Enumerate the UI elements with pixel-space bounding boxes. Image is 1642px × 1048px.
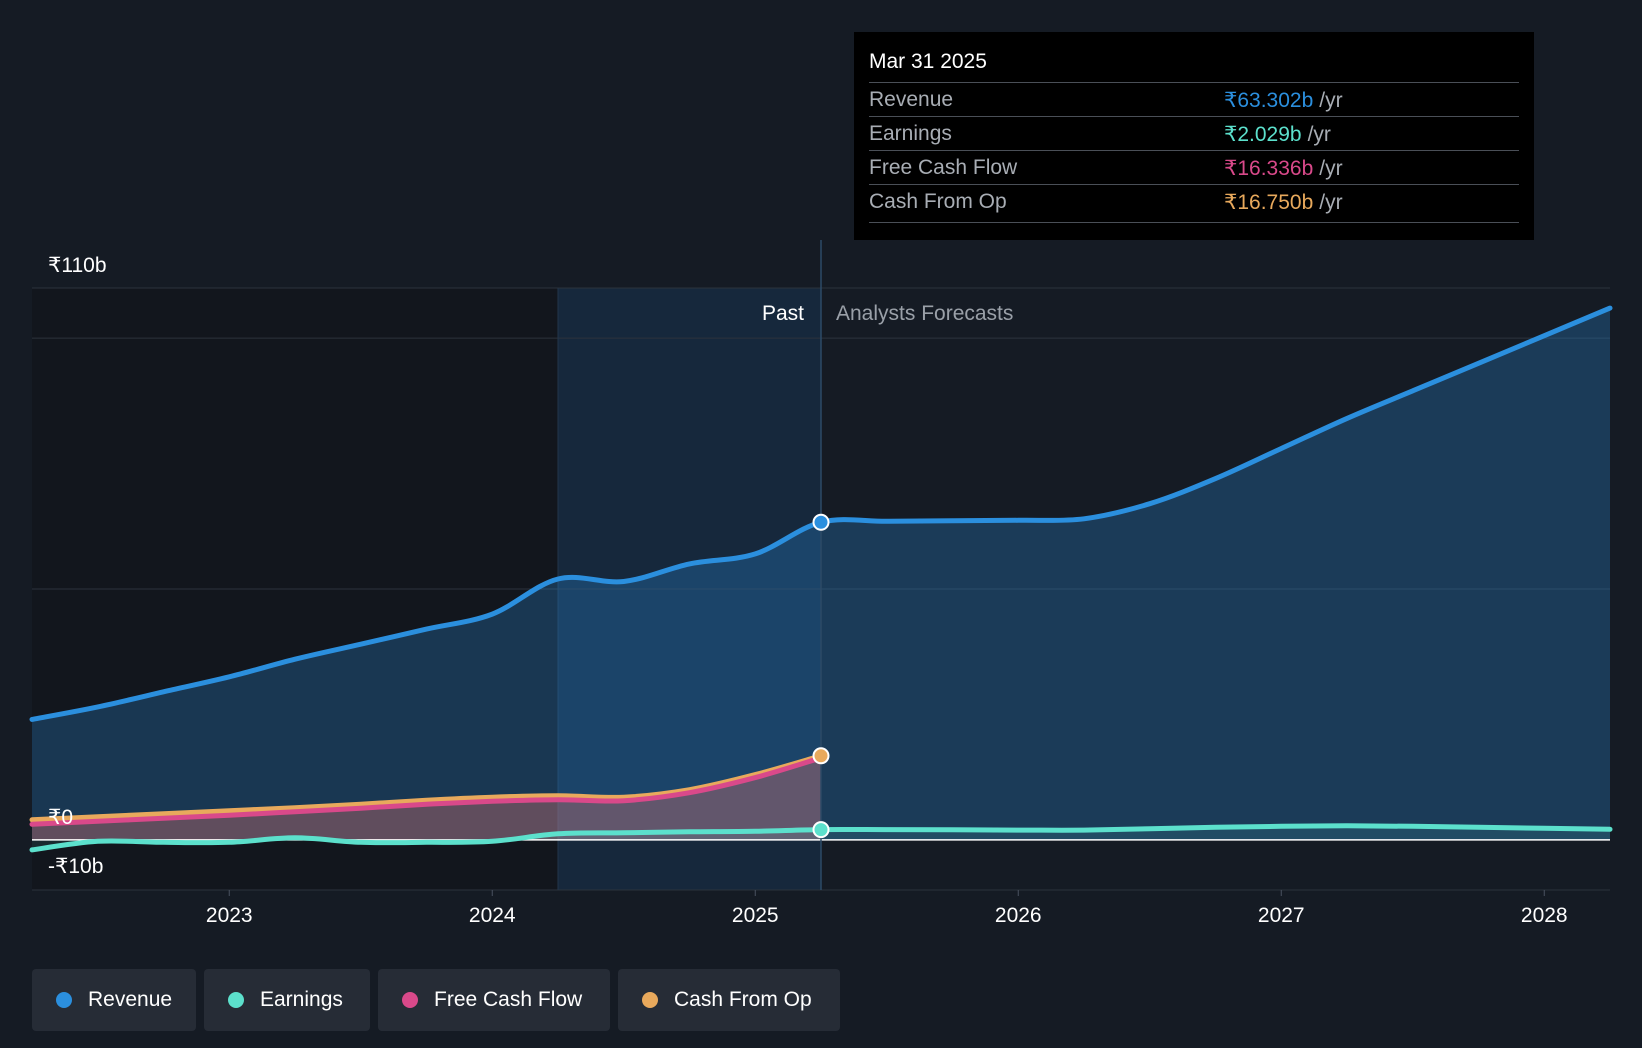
x-axis-labels: 2023 2024 2025 2026 2027 2028 bbox=[206, 890, 1568, 927]
hover-markers bbox=[812, 513, 830, 839]
y-axis-labels: ₹110b ₹0 -₹10b bbox=[48, 254, 107, 878]
tooltip-row-fcf: Free Cash Flow ₹16.336b/yr bbox=[869, 150, 1519, 185]
x-tick-label: 2024 bbox=[469, 904, 516, 927]
legend-dot bbox=[642, 992, 658, 1008]
tooltip-unit: /yr bbox=[1319, 89, 1343, 112]
tooltip-value: ₹16.750b bbox=[1224, 191, 1314, 214]
legend-label: Revenue bbox=[88, 988, 173, 1011]
legend-dot bbox=[402, 992, 418, 1008]
forecast-label: Analysts Forecasts bbox=[836, 302, 1013, 325]
legend-revenue[interactable]: Revenue bbox=[32, 969, 196, 1031]
tooltip-unit: /yr bbox=[1319, 191, 1343, 214]
tooltip-label: Cash From Op bbox=[869, 190, 1007, 213]
legend-dot bbox=[56, 992, 72, 1008]
tooltip-value: ₹2.029b bbox=[1224, 123, 1302, 146]
x-tick-label: 2023 bbox=[206, 904, 253, 927]
x-tick-label: 2026 bbox=[995, 904, 1042, 927]
legend-free-cash-flow[interactable]: Free Cash Flow bbox=[378, 969, 610, 1031]
legend-label: Earnings bbox=[260, 988, 343, 1011]
cfo-area bbox=[32, 755, 821, 840]
past-label: Past bbox=[762, 302, 804, 325]
legend-label: Cash From Op bbox=[674, 988, 812, 1011]
y-tick-label: ₹110b bbox=[48, 254, 107, 277]
tooltip-label: Free Cash Flow bbox=[869, 156, 1018, 179]
tooltip-value: ₹63.302b bbox=[1224, 89, 1314, 112]
x-tick-label: 2025 bbox=[732, 904, 779, 927]
y-tick-label: ₹0 bbox=[48, 806, 73, 829]
tooltip-row-earnings: Earnings ₹2.029b/yr bbox=[869, 116, 1519, 151]
y-tick-label: -₹10b bbox=[48, 855, 103, 878]
legend-earnings[interactable]: Earnings bbox=[204, 969, 370, 1031]
legend-dot bbox=[228, 992, 244, 1008]
tooltip-date: Mar 31 2025 bbox=[869, 50, 987, 73]
tooltip-label: Earnings bbox=[869, 122, 952, 145]
tooltip-label: Revenue bbox=[869, 88, 954, 111]
legend-label: Free Cash Flow bbox=[434, 988, 583, 1011]
x-tick-label: 2028 bbox=[1521, 904, 1568, 927]
legend-cash-from-op[interactable]: Cash From Op bbox=[618, 969, 840, 1031]
x-tick-label: 2027 bbox=[1258, 904, 1305, 927]
fcf-area bbox=[32, 757, 821, 840]
tooltip-unit: /yr bbox=[1319, 157, 1343, 180]
tooltip: Mar 31 2025 Revenue ₹63.302b/yr Earnings… bbox=[854, 32, 1534, 240]
tooltip-value: ₹16.336b bbox=[1224, 157, 1314, 180]
revenue-marker bbox=[812, 513, 830, 531]
cfo-line bbox=[29, 753, 824, 823]
tooltip-bottom-rule bbox=[869, 222, 1519, 223]
earnings-marker bbox=[812, 821, 830, 839]
fcf-line bbox=[29, 755, 824, 827]
tooltip-row-revenue: Revenue ₹63.302b/yr bbox=[869, 82, 1519, 117]
tooltip-row-cfo: Cash From Op ₹16.750b/yr bbox=[869, 184, 1519, 219]
tooltip-unit: /yr bbox=[1307, 123, 1331, 146]
cfo-marker bbox=[812, 747, 830, 765]
